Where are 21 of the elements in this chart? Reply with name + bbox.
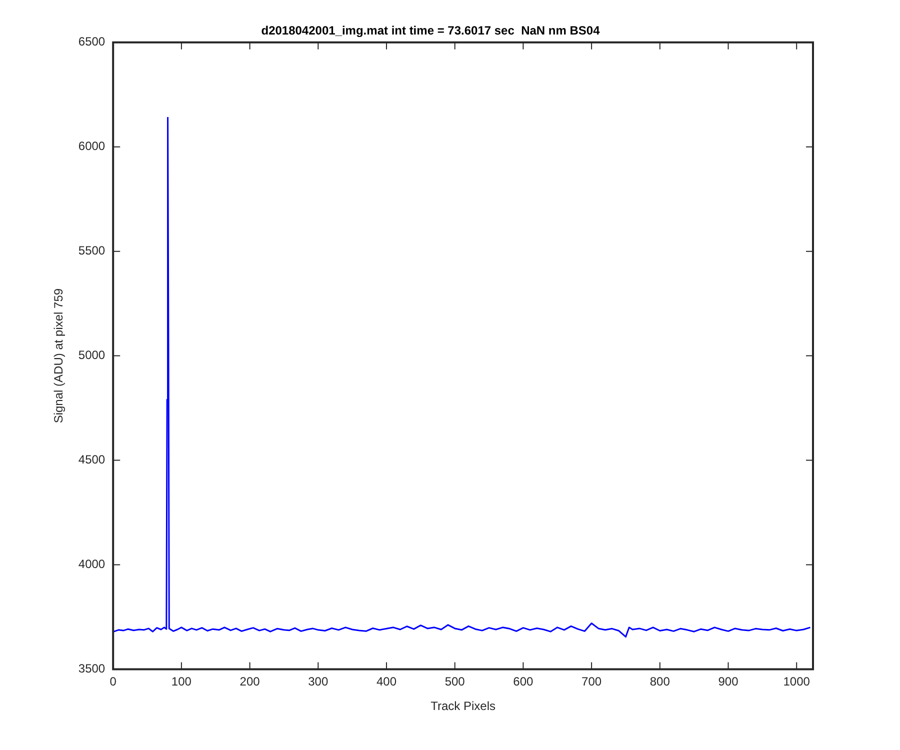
y-tick-label: 6000 bbox=[78, 139, 106, 154]
x-tick-label: 100 bbox=[171, 674, 192, 689]
y-tick-label: 5000 bbox=[78, 348, 106, 362]
y-tick-label: 3500 bbox=[78, 662, 106, 676]
x-tick-label: 1000 bbox=[783, 674, 810, 689]
x-axis-title: Track Pixels bbox=[430, 699, 496, 714]
x-tick-label: 300 bbox=[308, 674, 328, 689]
x-tick-label: 600 bbox=[513, 674, 534, 689]
y-tick-label: 6500 bbox=[78, 34, 106, 49]
x-tick-label: 700 bbox=[582, 674, 602, 689]
x-tick-label: 800 bbox=[650, 674, 670, 689]
x-tick-label: 400 bbox=[376, 674, 397, 689]
x-tick-label: 500 bbox=[444, 674, 466, 689]
x-tick-label: 200 bbox=[240, 674, 260, 689]
y-tick-label: 4500 bbox=[78, 452, 106, 467]
x-tick-label: 900 bbox=[718, 674, 739, 689]
y-tick-label: 4000 bbox=[78, 557, 106, 572]
x-tick-label: 0 bbox=[110, 674, 117, 689]
chart-title: d2018042001_img.mat int time = 73.6017 sec NaN nm BS04 bbox=[261, 24, 600, 38]
y-tick-label: 5500 bbox=[78, 244, 106, 258]
y-axis-title: Signal (ADU) at pixel 759 bbox=[52, 288, 66, 424]
